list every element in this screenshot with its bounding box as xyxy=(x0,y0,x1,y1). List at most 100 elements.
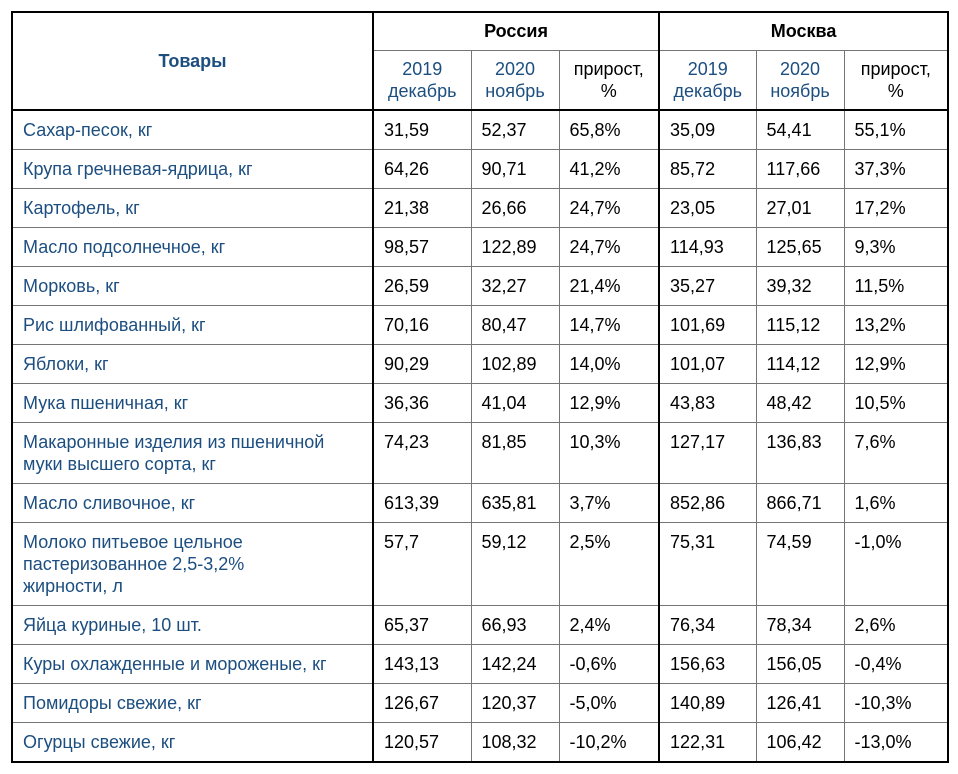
russia-growth-value: 21,4% xyxy=(558,266,660,306)
table-row: Рис шлифованный, кг 70,16 80,47 14,7% 10… xyxy=(11,305,949,345)
table-row: Картофель, кг 21,38 26,66 24,7% 23,05 27… xyxy=(11,188,949,228)
moscow-2020-value: 126,41 xyxy=(755,683,845,723)
group-header-russia: Россия xyxy=(371,11,660,51)
russia-2020-value: 108,32 xyxy=(470,722,560,763)
russia-growth-value: 24,7% xyxy=(558,227,660,267)
moscow-2020-value: 78,34 xyxy=(755,605,845,645)
moscow-2019-value: 156,63 xyxy=(658,644,757,684)
product-name: Крупа гречневая-ядрица, кг xyxy=(11,149,374,189)
product-name: Молоко питьевое цельное пастеризованное … xyxy=(11,522,374,606)
russia-2020-value: 26,66 xyxy=(470,188,560,228)
moscow-2020-value: 156,05 xyxy=(755,644,845,684)
product-name: Морковь, кг xyxy=(11,266,374,306)
russia-2020-value: 142,24 xyxy=(470,644,560,684)
product-name: Рис шлифованный, кг xyxy=(11,305,374,345)
moscow-growth-value: -10,3% xyxy=(843,683,949,723)
product-name: Макаронные изделия из пшеничной муки выс… xyxy=(11,422,374,484)
moscow-2020-value: 74,59 xyxy=(755,522,845,606)
moscow-2019-value: 852,86 xyxy=(658,483,757,523)
russia-growth-value: 65,8% xyxy=(558,109,660,150)
table-row: Сахар-песок, кг 31,59 52,37 65,8% 35,09 … xyxy=(11,109,949,150)
table-row: Огурцы свежие, кг 120,57 108,32 -10,2% 1… xyxy=(11,722,949,763)
table-row: Молоко питьевое цельное пастеризованное … xyxy=(11,522,949,606)
russia-2019-value: 31,59 xyxy=(372,109,472,150)
moscow-2019-value: 43,83 xyxy=(658,383,757,423)
table-row: Мука пшеничная, кг 36,36 41,04 12,9% 43,… xyxy=(11,383,949,423)
russia-2020-value: 120,37 xyxy=(470,683,560,723)
russia-2019-value: 65,37 xyxy=(372,605,472,645)
moscow-2020-value: 114,12 xyxy=(755,344,845,384)
moscow-growth-value: 13,2% xyxy=(843,305,949,345)
product-name: Масло сливочное, кг xyxy=(11,483,374,523)
moscow-growth-value: -0,4% xyxy=(843,644,949,684)
russia-2019-value: 36,36 xyxy=(372,383,472,423)
table-row: Макаронные изделия из пшеничной муки выс… xyxy=(11,422,949,484)
group-header-row: Товары Россия Москва xyxy=(11,11,949,111)
moscow-2019-value: 122,31 xyxy=(658,722,757,763)
moscow-growth-value: 10,5% xyxy=(843,383,949,423)
russia-2020-value: 635,81 xyxy=(470,483,560,523)
sub-header-row: 2019 декабрь 2020 ноябрь прирост, % 2019… xyxy=(12,49,949,111)
moscow-growth-value: 2,6% xyxy=(843,605,949,645)
moscow-2019-value: 35,09 xyxy=(658,109,757,150)
russia-2019-value: 70,16 xyxy=(372,305,472,345)
products-column-header: Товары xyxy=(11,11,374,111)
russia-2020-value: 59,12 xyxy=(470,522,560,606)
product-name: Огурцы свежие, кг xyxy=(11,722,374,763)
russia-growth-value: -10,2% xyxy=(558,722,660,763)
moscow-2019-column-header: 2019 декабрь xyxy=(658,49,757,111)
russia-2020-value: 122,89 xyxy=(470,227,560,267)
russia-2020-value: 52,37 xyxy=(470,109,560,150)
product-name: Сахар-песок, кг xyxy=(11,109,374,150)
moscow-2019-value: 35,27 xyxy=(658,266,757,306)
moscow-2019-value: 101,69 xyxy=(658,305,757,345)
moscow-2020-value: 27,01 xyxy=(755,188,845,228)
russia-2019-value: 26,59 xyxy=(372,266,472,306)
moscow-2019-value: 140,89 xyxy=(658,683,757,723)
price-comparison-table: Товары Россия Москва 2019 декабрь 2020 н… xyxy=(11,11,950,763)
moscow-growth-value: 17,2% xyxy=(843,188,949,228)
table-row: Масло подсолнечное, кг 98,57 122,89 24,7… xyxy=(11,227,949,267)
moscow-growth-value: 12,9% xyxy=(843,344,949,384)
russia-2019-column-header: 2019 декабрь xyxy=(372,49,472,111)
moscow-2020-value: 106,42 xyxy=(755,722,845,763)
russia-growth-value: -0,6% xyxy=(558,644,660,684)
table-row: Крупа гречневая-ядрица, кг 64,26 90,71 4… xyxy=(11,149,949,189)
moscow-growth-column-header: прирост, % xyxy=(843,49,949,111)
russia-2019-value: 57,7 xyxy=(372,522,472,606)
russia-2019-value: 143,13 xyxy=(372,644,472,684)
table-row: Куры охлажденные и мороженые, кг 143,13 … xyxy=(11,644,949,684)
moscow-growth-value: 7,6% xyxy=(843,422,949,484)
russia-growth-value: 14,0% xyxy=(558,344,660,384)
table-row: Морковь, кг 26,59 32,27 21,4% 35,27 39,3… xyxy=(11,266,949,306)
russia-2019-value: 21,38 xyxy=(372,188,472,228)
moscow-2019-value: 101,07 xyxy=(658,344,757,384)
table-row: Масло сливочное, кг 613,39 635,81 3,7% 8… xyxy=(11,483,949,523)
russia-2020-value: 32,27 xyxy=(470,266,560,306)
russia-growth-value: 2,4% xyxy=(558,605,660,645)
product-name: Помидоры свежие, кг xyxy=(11,683,374,723)
moscow-2020-column-header: 2020 ноябрь xyxy=(755,49,845,111)
moscow-growth-value: 37,3% xyxy=(843,149,949,189)
russia-2019-value: 613,39 xyxy=(372,483,472,523)
product-name: Масло подсолнечное, кг xyxy=(11,227,374,267)
moscow-2019-value: 76,34 xyxy=(658,605,757,645)
group-header-moscow: Москва xyxy=(658,11,949,51)
russia-2019-value: 98,57 xyxy=(372,227,472,267)
russia-growth-value: 10,3% xyxy=(558,422,660,484)
table-body: Сахар-песок, кг 31,59 52,37 65,8% 35,09 … xyxy=(11,109,949,763)
moscow-2020-value: 136,83 xyxy=(755,422,845,484)
russia-2019-value: 64,26 xyxy=(372,149,472,189)
moscow-2020-value: 115,12 xyxy=(755,305,845,345)
russia-growth-value: -5,0% xyxy=(558,683,660,723)
product-name: Яблоки, кг xyxy=(11,344,374,384)
russia-2020-value: 81,85 xyxy=(470,422,560,484)
moscow-2019-value: 75,31 xyxy=(658,522,757,606)
moscow-growth-value: -13,0% xyxy=(843,722,949,763)
product-name: Куры охлажденные и мороженые, кг xyxy=(11,644,374,684)
product-name: Мука пшеничная, кг xyxy=(11,383,374,423)
russia-2020-value: 90,71 xyxy=(470,149,560,189)
russia-growth-value: 41,2% xyxy=(558,149,660,189)
russia-growth-column-header: прирост, % xyxy=(558,49,660,111)
russia-2019-value: 74,23 xyxy=(372,422,472,484)
